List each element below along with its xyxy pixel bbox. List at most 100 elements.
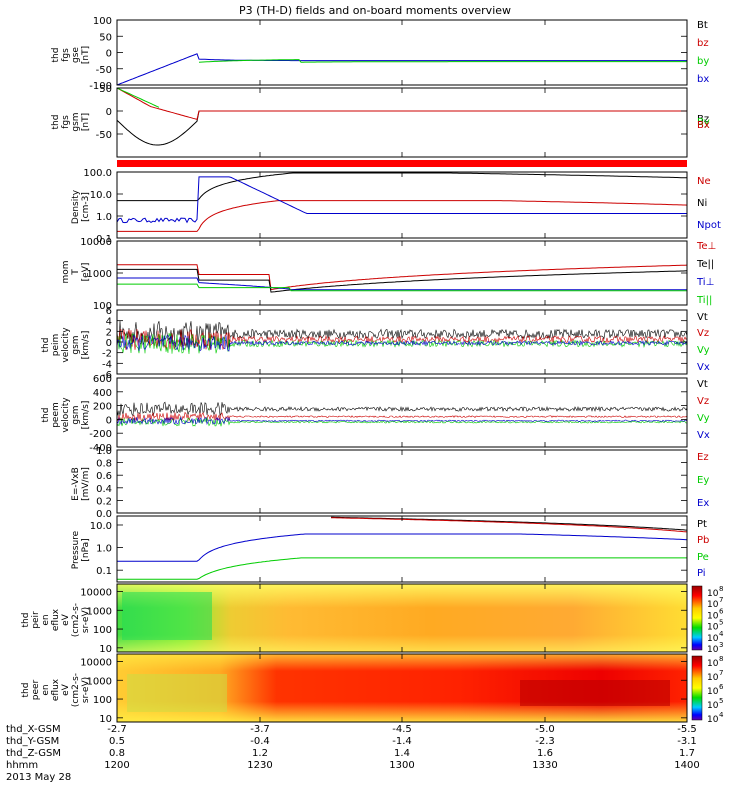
colorbar-label: 10 bbox=[707, 623, 719, 633]
ylabel-line: thd bbox=[41, 338, 51, 353]
ylabel-line: [nT] bbox=[81, 46, 91, 64]
spectrogram-patch bbox=[520, 680, 670, 706]
trace-by bbox=[198, 59, 687, 63]
colorbar-label: 10 bbox=[707, 715, 719, 725]
ylabel-line: fgs bbox=[61, 48, 71, 62]
colorbar-label: 10 bbox=[707, 645, 719, 655]
ylabel-line: mom bbox=[61, 260, 71, 283]
ylabel-line: sr-eV) bbox=[81, 677, 91, 703]
ephemeris-value: 0.5 bbox=[109, 736, 125, 747]
ytick-label: 1.0 bbox=[96, 544, 112, 555]
ylabel-line: en bbox=[41, 684, 51, 695]
ephemeris-value: -2.3 bbox=[535, 736, 555, 747]
colorbar-exponent: 4 bbox=[719, 711, 724, 719]
ytick-label: 100 bbox=[93, 301, 112, 312]
trace-vt bbox=[116, 320, 688, 348]
trace-vy bbox=[116, 333, 688, 355]
ylabel-line: peir bbox=[31, 611, 41, 629]
ytick-label: 0.4 bbox=[96, 484, 112, 495]
colorbar-label: 10 bbox=[707, 634, 719, 644]
ytick-label: 1000 bbox=[87, 269, 112, 280]
ytick-label: -50 bbox=[96, 65, 112, 76]
ephemeris-label: hhmm bbox=[6, 760, 38, 771]
panel-frame-efield bbox=[116, 449, 688, 514]
colorbar-exponent: 5 bbox=[719, 697, 723, 705]
ytick-label: -400 bbox=[89, 443, 112, 454]
ylabel-line: peem bbox=[51, 402, 61, 428]
legend-entry: Vy bbox=[697, 413, 710, 424]
ytick-label: -4 bbox=[102, 359, 112, 370]
colorbar bbox=[691, 655, 703, 721]
legend-entry: Ex bbox=[697, 498, 709, 509]
ytick-label: 0.2 bbox=[96, 496, 112, 507]
ytick-label: 1.0 bbox=[96, 212, 112, 223]
ephemeris-value: -3.7 bbox=[250, 724, 270, 735]
ephemeris-value: -5.5 bbox=[677, 724, 697, 735]
ytick-label: 100.0 bbox=[83, 168, 112, 179]
ephemeris-value: -1.4 bbox=[392, 736, 412, 747]
ephemeris-value: 1400 bbox=[674, 760, 699, 771]
trace-ti-par bbox=[117, 283, 687, 292]
legend-entry: Bt bbox=[697, 20, 708, 31]
legend-entry: bx bbox=[697, 74, 709, 85]
ylabel-line: [km/s] bbox=[81, 401, 91, 430]
legend-entry: By bbox=[697, 117, 710, 128]
colorbar bbox=[691, 585, 703, 651]
ylabel-line: [nPa] bbox=[81, 538, 91, 561]
ytick-label: 10000 bbox=[80, 657, 112, 668]
ytick-label: 0 bbox=[106, 415, 112, 426]
colorbar-label: 10 bbox=[707, 687, 719, 697]
trace-vt bbox=[116, 401, 688, 417]
ylabel-line: en bbox=[41, 614, 51, 625]
colorbar-label: 10 bbox=[707, 701, 719, 711]
ytick-label: 0.6 bbox=[96, 471, 112, 482]
ytick-label: -6 bbox=[102, 370, 112, 381]
bar-separator bbox=[117, 160, 687, 167]
ytick-label: 0 bbox=[106, 107, 112, 118]
colorbar-exponent: 7 bbox=[719, 669, 723, 677]
legend-entry: Vt bbox=[697, 312, 708, 323]
legend-entry: Ez bbox=[697, 452, 709, 463]
plot-date: 2013 May 28 bbox=[6, 772, 71, 783]
ylabel-line: gsm bbox=[71, 112, 81, 131]
trace-pi bbox=[117, 533, 688, 562]
ylabel-line: peim bbox=[51, 334, 61, 357]
ytick-label: 2 bbox=[106, 327, 112, 338]
ylabel-line: thd bbox=[51, 48, 61, 63]
colorbar-exponent: 5 bbox=[719, 619, 723, 627]
trace-vz bbox=[116, 411, 688, 422]
legend-entry: Ti|| bbox=[696, 295, 712, 306]
legend-entry: Pi bbox=[697, 568, 706, 579]
colorbar-exponent: 7 bbox=[719, 596, 723, 604]
ylabel-line: peer bbox=[31, 679, 41, 700]
colorbar-label: 10 bbox=[707, 611, 719, 621]
ephemeris-value: -0.4 bbox=[250, 736, 270, 747]
legend-entry: Vx bbox=[697, 430, 710, 441]
ylabel-line: sr-eV) bbox=[81, 607, 91, 633]
ytick-label: 0.8 bbox=[96, 459, 112, 470]
trace-bx bbox=[116, 53, 687, 86]
ephemeris-value: 0.8 bbox=[109, 748, 125, 759]
ephemeris-value: -3.1 bbox=[677, 736, 697, 747]
trace-vx bbox=[116, 334, 688, 352]
legend-entry: Bz bbox=[697, 114, 709, 125]
ylabel-line: thd bbox=[41, 408, 51, 423]
ephemeris-value: 1.6 bbox=[537, 748, 553, 759]
ytick-label: 50 bbox=[99, 84, 112, 95]
legend-entry: Te⊥ bbox=[696, 241, 716, 252]
ytick-label: 100 bbox=[93, 695, 112, 706]
legend-entry: Vx bbox=[697, 362, 710, 373]
legend-entry: Vz bbox=[697, 328, 709, 339]
ylabel-line: E=-VxB bbox=[71, 467, 81, 501]
panel-frame-fgs-gsm bbox=[116, 87, 688, 158]
panel-frame-density bbox=[116, 171, 688, 239]
legend-entry: Te|| bbox=[696, 259, 714, 270]
ylabel-line: thd bbox=[21, 683, 31, 698]
legend-entry: Vt bbox=[697, 379, 708, 390]
ytick-label: 10.0 bbox=[90, 190, 112, 201]
trace-vz bbox=[116, 328, 688, 351]
ephemeris-value: -5.0 bbox=[535, 724, 555, 735]
trace-bx-gsm bbox=[116, 87, 687, 121]
trace-te-par bbox=[117, 268, 688, 293]
trace-npot bbox=[116, 176, 687, 224]
